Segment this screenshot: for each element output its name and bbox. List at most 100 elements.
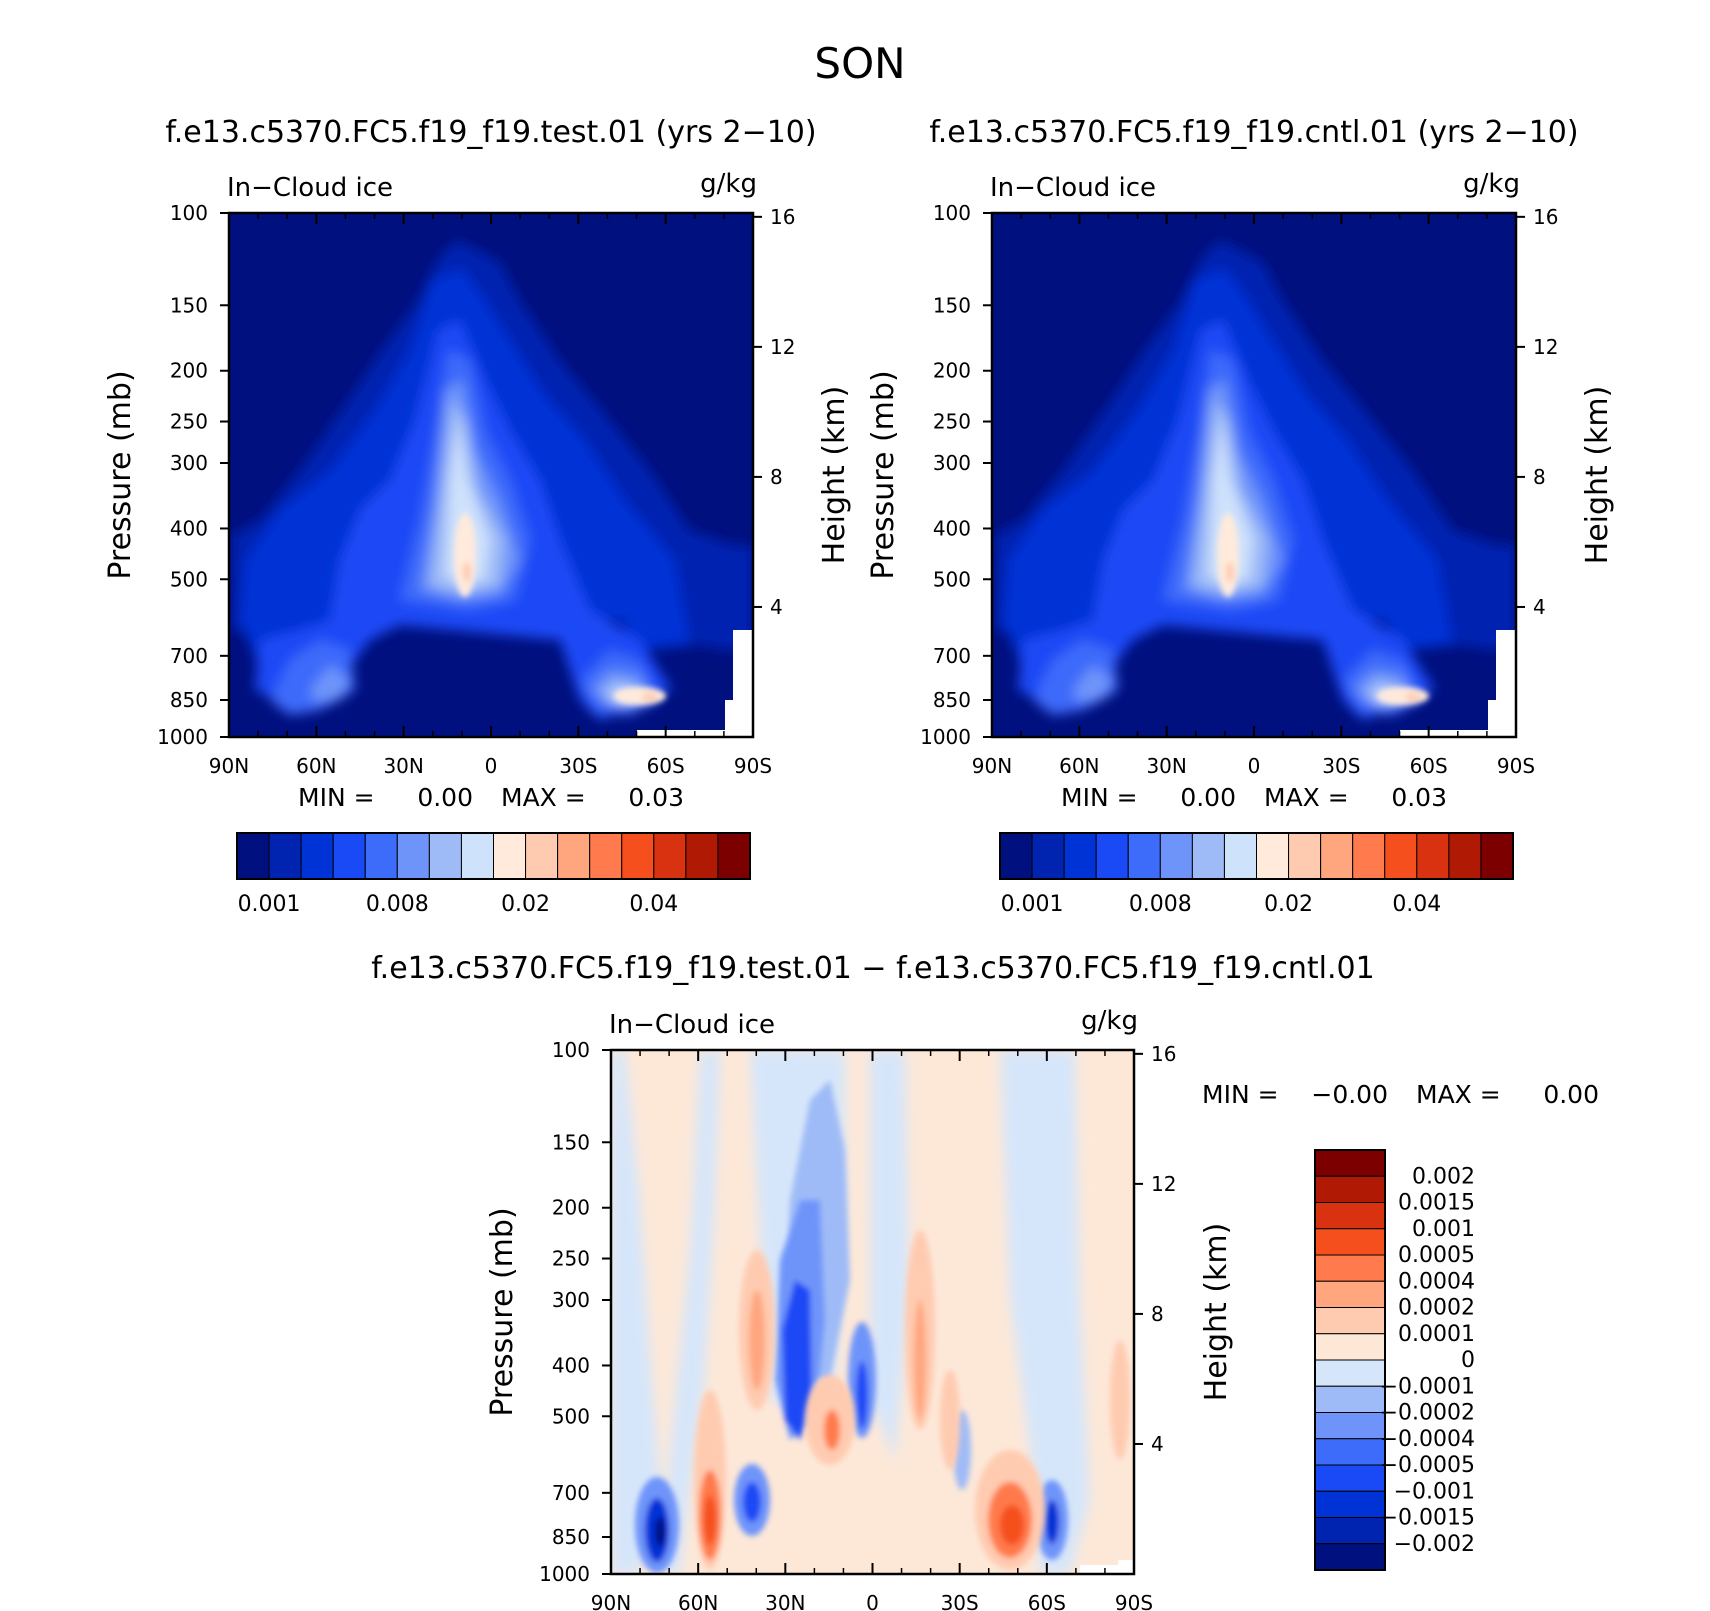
y-right-tick-label: 16	[1151, 1042, 1176, 1066]
panel-test-field	[229, 213, 753, 737]
y-tick-label: 300	[552, 1288, 590, 1312]
field-positive-cell-4	[824, 1410, 840, 1450]
panel-difference-field	[611, 1050, 1134, 1574]
field-max-tropics	[454, 513, 476, 597]
panel-difference-colorbar: 0.0020.00150.0010.00050.00040.00020.0001…	[1314, 1149, 1475, 1571]
panel-cntl-max-value: 0.03	[1391, 783, 1447, 812]
y-tick-label: 100	[552, 1038, 590, 1062]
panel-cntl-ylabel-right: Height (km)	[1580, 386, 1615, 565]
colorbar-box	[1314, 1280, 1386, 1308]
x-tick-label: 60S	[647, 754, 685, 778]
field-negative-cell-8	[655, 1517, 665, 1547]
x-tick-label: 90N	[209, 754, 249, 778]
colorbar-box	[653, 832, 687, 880]
panel-difference-max-value: 0.00	[1543, 1080, 1599, 1109]
y-tick-label: 700	[170, 644, 208, 668]
colorbar-box	[493, 832, 527, 880]
colorbar-label: 0.002	[1412, 1164, 1475, 1189]
panel-difference-ylabel: Pressure (mb)	[485, 1207, 520, 1416]
y-tick-label: 250	[933, 410, 971, 434]
y-right-tick-label: 12	[1533, 335, 1558, 359]
panel-cntl-axes: 100 150 200 250 300 400 500 700 850 1000 4 8 12 16 90N…	[920, 201, 1558, 778]
y-tick-label: 700	[552, 1481, 590, 1505]
y-tick-label: 1000	[539, 1562, 590, 1586]
panel-cntl-ylabel: Pressure (mb)	[866, 370, 901, 579]
y-right-tick-label: 16	[770, 205, 795, 229]
colorbar-box	[1320, 832, 1354, 880]
colorbar-box	[1314, 1149, 1386, 1177]
field-negative-band-1	[611, 1050, 660, 1574]
colorbar-label: −0.0004	[1380, 1427, 1475, 1452]
field-negative-band-4	[870, 1050, 910, 1460]
panel-test-max-value: 0.03	[628, 783, 684, 812]
y-right-tick-label: 8	[770, 465, 783, 489]
colorbar-label: −0.002	[1394, 1532, 1475, 1557]
colorbar-box	[364, 832, 398, 880]
y-tick-label: 200	[552, 1196, 590, 1220]
panel-difference-max-label: MAX =	[1416, 1080, 1501, 1109]
colorbar-box	[1314, 1175, 1386, 1203]
field-positive-cell-6	[914, 1300, 926, 1420]
field-missing-data	[1400, 630, 1516, 737]
y-tick-label: 300	[933, 451, 971, 475]
colorbar-box	[557, 832, 591, 880]
colorbar-box	[1031, 832, 1065, 880]
colorbar-box	[460, 832, 494, 880]
y-tick-label: 850	[552, 1525, 590, 1549]
y-tick-label: 850	[170, 688, 208, 712]
y-tick-label: 300	[170, 451, 208, 475]
panel-cntl-max-label: MAX =	[1264, 783, 1349, 812]
colorbar-box	[1448, 832, 1482, 880]
colorbar-box	[717, 832, 751, 880]
colorbar-box	[685, 832, 719, 880]
panel-test-min-value: 0.00	[417, 783, 473, 812]
field-positive-cell-9	[704, 1495, 716, 1545]
x-tick-label: 30N	[1146, 754, 1186, 778]
x-tick-label: 90S	[1115, 1591, 1153, 1611]
colorbar-label: −0.0005	[1380, 1453, 1475, 1478]
x-tick-label: 30N	[765, 1591, 805, 1611]
x-tick-label: 60N	[1059, 754, 1099, 778]
field-negative-cell-12	[1045, 1500, 1059, 1544]
field-positive-cell-12	[1000, 1505, 1024, 1545]
colorbar-box	[1256, 832, 1290, 880]
panel-difference-min-label: MIN =	[1202, 1080, 1279, 1109]
panel-test-max-label: MAX =	[501, 783, 586, 812]
colorbar-box	[1314, 1412, 1386, 1440]
y-tick-label: 150	[170, 293, 208, 317]
colorbar-box	[1159, 832, 1193, 880]
colorbar-label: 0.008	[366, 892, 429, 917]
colorbar-label: 0.001	[1001, 892, 1064, 917]
colorbar-box	[1352, 832, 1386, 880]
colorbar-label: −0.0015	[1380, 1506, 1475, 1531]
colorbar-label: 0.0004	[1398, 1269, 1475, 1294]
colorbar-box	[999, 832, 1033, 880]
panel-difference: f.e13.c5370.FC5.f19_f19.test.01 − f.e13.…	[371, 951, 1599, 1611]
x-tick-label: 30S	[1322, 754, 1360, 778]
colorbar-box	[525, 832, 559, 880]
colorbar-box	[1314, 1333, 1386, 1361]
colorbar-box	[1191, 832, 1225, 880]
panel-cntl-min-label: MIN =	[1061, 783, 1138, 812]
y-tick-label: 250	[552, 1247, 590, 1271]
y-tick-label: 500	[170, 567, 208, 591]
colorbar-label: 0.001	[1412, 1217, 1475, 1242]
field-positive-cell-14	[940, 1370, 960, 1470]
colorbar-box	[1384, 832, 1418, 880]
y-tick-label: 500	[552, 1404, 590, 1428]
panel-test-ylabel-right: Height (km)	[817, 386, 852, 565]
colorbar-box	[1095, 832, 1129, 880]
x-tick-label: 90N	[591, 1591, 631, 1611]
panel-cntl-field	[992, 213, 1516, 737]
colorbar-label: 0.0002	[1398, 1296, 1475, 1321]
field-max-south	[614, 687, 666, 705]
colorbar-box	[268, 832, 302, 880]
colorbar-label: 0.0005	[1398, 1243, 1475, 1268]
field-negative-cell-3	[782, 1280, 812, 1440]
field-missing-data	[1080, 1560, 1134, 1574]
colorbar-label: −0.001	[1394, 1479, 1475, 1504]
colorbar-label: −0.0001	[1380, 1374, 1475, 1399]
y-tick-label: 100	[933, 201, 971, 225]
field-negative-band-2	[660, 1050, 720, 1574]
